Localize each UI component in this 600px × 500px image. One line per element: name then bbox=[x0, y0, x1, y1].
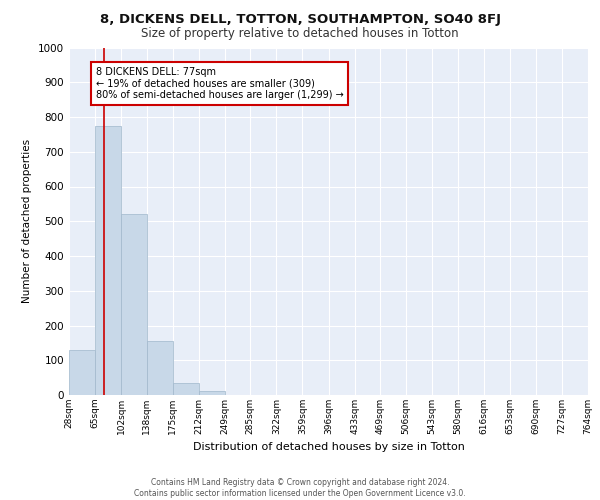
Bar bbox=[199, 391, 225, 395]
Y-axis label: Number of detached properties: Number of detached properties bbox=[22, 139, 32, 304]
Text: 8, DICKENS DELL, TOTTON, SOUTHAMPTON, SO40 8FJ: 8, DICKENS DELL, TOTTON, SOUTHAMPTON, SO… bbox=[100, 12, 500, 26]
Bar bbox=[95, 126, 121, 395]
Text: Size of property relative to detached houses in Totton: Size of property relative to detached ho… bbox=[141, 28, 459, 40]
X-axis label: Distribution of detached houses by size in Totton: Distribution of detached houses by size … bbox=[193, 442, 464, 452]
Bar bbox=[146, 341, 173, 395]
Text: 8 DICKENS DELL: 77sqm
← 19% of detached houses are smaller (309)
80% of semi-det: 8 DICKENS DELL: 77sqm ← 19% of detached … bbox=[96, 66, 344, 100]
Bar bbox=[173, 383, 199, 395]
Text: Contains HM Land Registry data © Crown copyright and database right 2024.
Contai: Contains HM Land Registry data © Crown c… bbox=[134, 478, 466, 498]
Bar bbox=[121, 214, 146, 395]
Bar bbox=[69, 350, 95, 395]
